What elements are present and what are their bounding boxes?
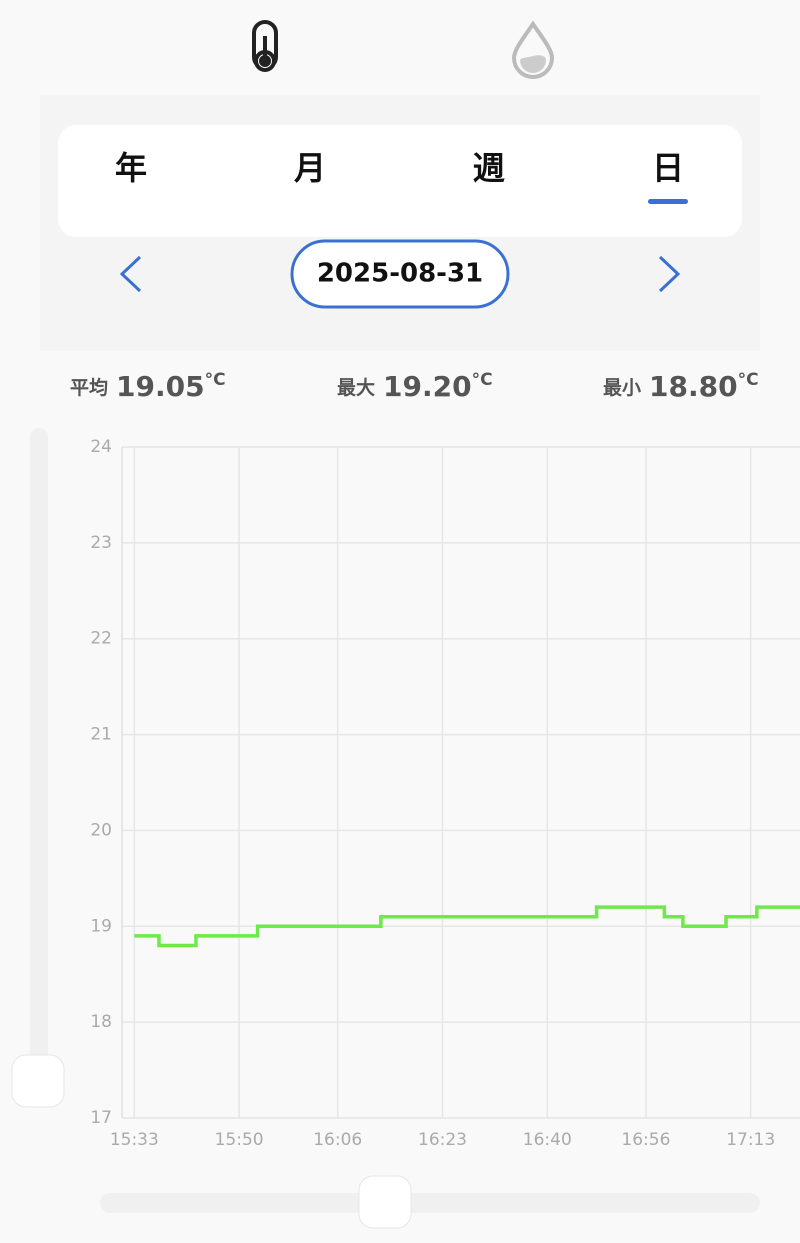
tab-indicator [648,199,688,204]
y-tick-label: 22 [90,629,112,649]
stat-value: 18.80 [649,370,738,403]
droplet-icon[interactable] [511,20,555,79]
stat-value: 19.05 [116,370,205,403]
stat-label: 平均 [70,376,108,399]
next-button[interactable] [658,255,681,293]
x-tick-label: 16:06 [313,1130,362,1150]
stat-unit: °C [738,370,759,390]
x-tick-label: 16:40 [523,1130,572,1150]
y-tick-label: 21 [90,725,112,745]
tab[interactable]: 年 [115,149,147,187]
y-tick-label: 17 [90,1108,112,1128]
date-text: 2025-08-31 [317,259,483,289]
tab[interactable]: 日 [652,149,684,187]
stat: 平均 19.05°C [70,370,226,403]
thermometer-icon[interactable] [252,20,278,72]
stat-unit: °C [472,370,493,390]
stat-value: 19.20 [383,370,472,403]
tab[interactable]: 月 [294,149,326,187]
x-tick-label: 15:50 [215,1130,264,1150]
stat-label: 最大 [337,376,375,399]
y-tick-label: 20 [90,820,112,840]
x-tick-label: 15:33 [110,1130,159,1150]
stat: 最大 19.20°C [337,370,493,403]
y-tick-label: 24 [90,437,112,457]
tab-card [58,125,742,237]
y-tick-label: 19 [90,916,112,936]
horizontal-slider-knob[interactable] [358,1175,412,1229]
stat-label: 最小 [603,377,641,399]
stat-unit: °C [205,370,226,390]
prev-button[interactable] [119,255,142,293]
horizontal-slider-track[interactable] [100,1193,760,1213]
temperature-line [134,905,800,948]
vertical-slider-track[interactable] [30,428,48,1083]
x-tick-label: 16:23 [418,1130,467,1150]
y-tick-label: 18 [90,1012,112,1032]
date-pill[interactable] [290,239,510,309]
x-tick-label: 16:56 [621,1130,670,1150]
x-tick-label: 17:13 [726,1130,775,1150]
y-tick-label: 23 [90,533,112,553]
stat: 最小 18.80°C [603,370,759,403]
vertical-slider-knob[interactable] [11,1054,65,1108]
tab[interactable]: 週 [473,149,505,187]
